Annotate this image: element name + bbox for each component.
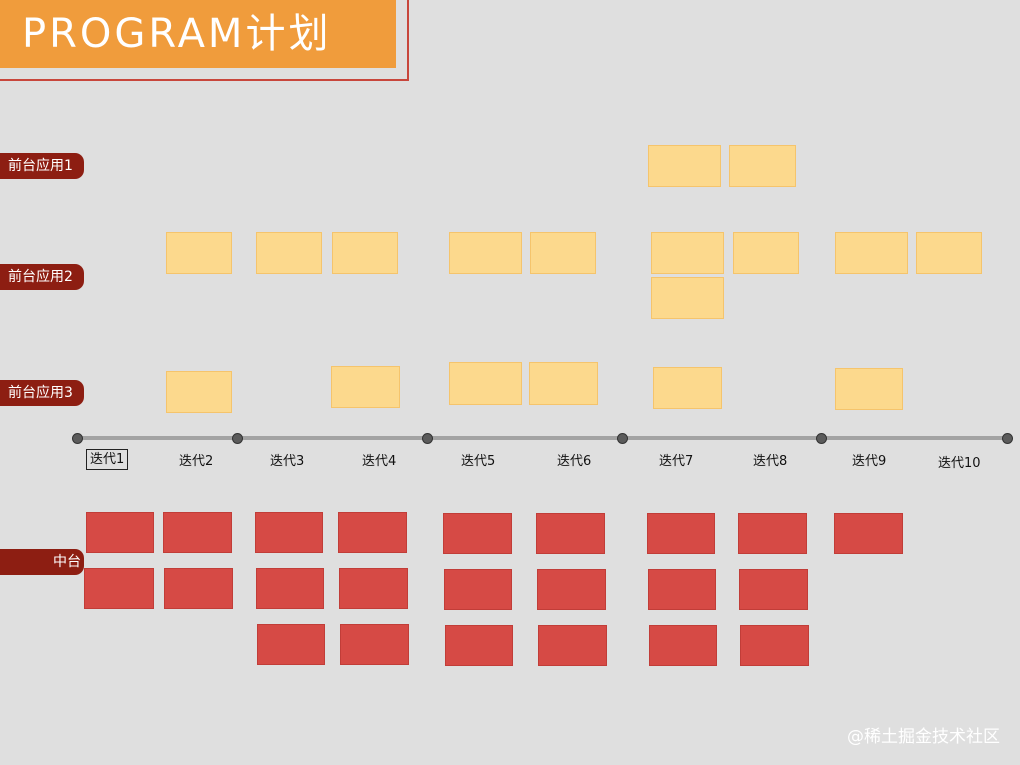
- middle-platform-block: [537, 569, 606, 610]
- iteration-label: 迭代2: [179, 454, 214, 469]
- middle-platform-block: [647, 513, 715, 554]
- iteration-label: 迭代8: [753, 454, 788, 469]
- middle-platform-block: [163, 512, 232, 553]
- sticky-note: [651, 277, 724, 319]
- sticky-note: [653, 367, 722, 409]
- title-frame-right-border: [407, 0, 409, 81]
- watermark: @稀土掘金技术社区: [847, 727, 1000, 747]
- sticky-note: [166, 371, 232, 413]
- lane-label-front-app-3: 前台应用3: [0, 380, 84, 406]
- middle-platform-block: [443, 513, 512, 554]
- sticky-note: [651, 232, 724, 274]
- sticky-note: [449, 232, 522, 274]
- sticky-note: [331, 366, 400, 408]
- sticky-note: [530, 232, 596, 274]
- iteration-label: 迭代9: [852, 454, 887, 469]
- title-frame-bottom-border: [0, 79, 409, 81]
- middle-platform-block: [740, 625, 809, 666]
- page-title: PROGRAM计划: [0, 0, 396, 68]
- sticky-note: [916, 232, 982, 274]
- middle-platform-block: [444, 569, 512, 610]
- middle-platform-block: [84, 568, 154, 609]
- middle-platform-block: [338, 512, 407, 553]
- middle-platform-block: [538, 625, 607, 666]
- middle-platform-block: [256, 568, 324, 609]
- timeline-milestone-dot: [816, 433, 827, 444]
- iteration-label: 迭代4: [362, 454, 397, 469]
- middle-platform-block: [739, 569, 808, 610]
- iteration-label: 迭代5: [461, 454, 496, 469]
- middle-platform-block: [834, 513, 903, 554]
- middle-platform-block: [340, 624, 409, 665]
- iteration-timeline: [78, 436, 1010, 440]
- iteration-label: 迭代3: [270, 454, 305, 469]
- sticky-note: [166, 232, 232, 274]
- middle-platform-block: [648, 569, 716, 610]
- sticky-note: [648, 145, 721, 187]
- middle-platform-block: [257, 624, 325, 665]
- middle-platform-block: [536, 513, 605, 554]
- iteration-label: 迭代1: [86, 449, 129, 470]
- middle-platform-block: [86, 512, 154, 553]
- lane-label-middle: 中台: [0, 549, 84, 575]
- timeline-milestone-dot: [1002, 433, 1013, 444]
- sticky-note: [449, 362, 522, 405]
- middle-platform-block: [445, 625, 513, 666]
- timeline-milestone-dot: [422, 433, 433, 444]
- lane-label-front-app-1: 前台应用1: [0, 153, 84, 179]
- iteration-label: 迭代10: [938, 456, 981, 471]
- middle-platform-block: [649, 625, 717, 666]
- iteration-label: 迭代7: [659, 454, 694, 469]
- sticky-note: [729, 145, 796, 187]
- timeline-milestone-dot: [617, 433, 628, 444]
- timeline-milestone-dot: [72, 433, 83, 444]
- lane-label-front-app-2: 前台应用2: [0, 264, 84, 290]
- sticky-note: [733, 232, 799, 274]
- middle-platform-block: [255, 512, 323, 553]
- middle-platform-block: [339, 568, 408, 609]
- sticky-note: [835, 232, 908, 274]
- timeline-milestone-dot: [232, 433, 243, 444]
- iteration-label: 迭代6: [557, 454, 592, 469]
- sticky-note: [332, 232, 398, 274]
- middle-platform-block: [738, 513, 807, 554]
- sticky-note: [256, 232, 322, 274]
- middle-platform-block: [164, 568, 233, 609]
- sticky-note: [529, 362, 598, 405]
- sticky-note: [835, 368, 903, 410]
